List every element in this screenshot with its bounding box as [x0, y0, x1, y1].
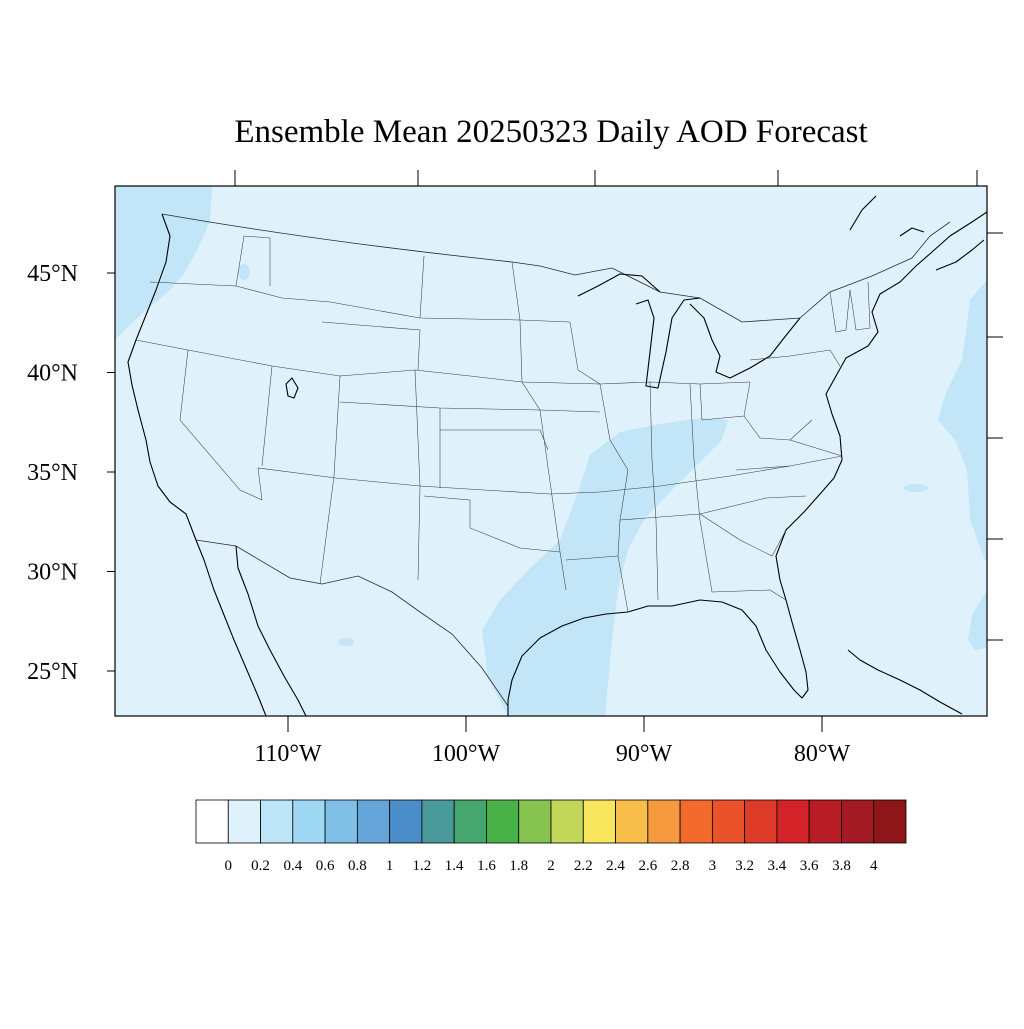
colorbar-label: 1.8	[509, 858, 528, 874]
gulf-coastline	[507, 599, 809, 716]
latitude-labels: 45°N 40°N 35°N 30°N 25°N	[27, 261, 78, 685]
colorbar-swatch	[550, 799, 584, 844]
colorbar-label: 3	[709, 858, 717, 874]
colorbar-label: 2.6	[638, 858, 657, 874]
colorbar-swatch	[873, 799, 907, 844]
colorbar-swatch	[615, 799, 649, 844]
lon-label-110: 110°W	[254, 741, 322, 767]
longitude-labels: 110°W 100°W 90°W 80°W	[254, 741, 850, 767]
colorbar-label: 3.8	[832, 858, 851, 874]
colorbar-swatch	[389, 799, 423, 844]
aod-region-offshore-patch	[904, 484, 928, 492]
lon-label-80: 80°W	[794, 741, 851, 767]
canada-border	[161, 213, 951, 323]
colorbar-label: 2.2	[574, 858, 593, 874]
colorbar-swatch	[808, 799, 842, 844]
lon-label-90: 90°W	[616, 741, 673, 767]
great-lakes-shoreline	[577, 273, 801, 389]
colorbar-label: 3.2	[735, 858, 754, 874]
map-panel: 45°N 40°N 35°N 30°N 25°N 110°W 100°W 90°W 80°W	[27, 170, 1003, 767]
aod-region-mexico-patch	[338, 638, 354, 646]
aod-region-atlantic-south	[968, 590, 987, 650]
colorbar-swatch	[582, 799, 616, 844]
colorbar-label: 1.6	[477, 858, 496, 874]
colorbar: 0 0.2 0.4 0.6 0.8 1 1.2 1.4 1.6 1.8 2 2.2 2.4 2.6 2.8 3…	[195, 799, 907, 874]
baja-gulf-coastline	[235, 545, 307, 716]
atlantic-coastline	[775, 211, 987, 601]
colorbar-swatch	[647, 799, 681, 844]
colorbar-swatch	[260, 799, 294, 844]
colorbar-label: 2	[547, 858, 555, 874]
colorbar-swatch	[227, 799, 261, 844]
lat-label-45: 45°N	[27, 261, 78, 287]
map-frame-border	[114, 185, 988, 717]
colorbar-label: 0.2	[251, 858, 270, 874]
colorbar-swatch	[486, 799, 520, 844]
colorbar-label: 0.4	[283, 858, 302, 874]
colorbar-swatch	[711, 799, 746, 844]
colorbar-label: 1.4	[445, 858, 464, 874]
lat-label-25: 25°N	[27, 659, 78, 685]
colorbar-swatch	[841, 799, 875, 844]
colorbar-label: 2.8	[671, 858, 690, 874]
colorbar-swatch	[356, 799, 391, 844]
colorbar-swatch	[453, 799, 487, 844]
lon-label-100: 100°W	[432, 741, 501, 767]
aod-region-idaho-patch	[238, 264, 250, 280]
lat-label-30: 30°N	[27, 560, 78, 586]
colorbar-label: 0.6	[316, 858, 335, 874]
colorbar-label: 4	[870, 858, 878, 874]
lat-label-40: 40°N	[27, 361, 78, 387]
chart-title: Ensemble Mean 20250323 Daily AOD Forecas…	[234, 114, 867, 150]
map-ticks	[107, 170, 1003, 732]
colorbar-swatch	[195, 799, 229, 844]
colorbar-label: 1	[386, 858, 394, 874]
lat-label-35: 35°N	[27, 460, 78, 486]
caribbean-coastline	[847, 649, 963, 715]
aod-region-pacific-northwest	[115, 186, 212, 340]
colorbar-swatch	[679, 799, 713, 844]
colorbar-swatch	[421, 799, 455, 844]
pacific-coastline	[127, 213, 267, 716]
state-boundaries	[135, 235, 871, 613]
maritime-coastline	[849, 195, 985, 271]
colorbar-swatch	[776, 799, 810, 844]
great-salt-lake	[285, 377, 299, 399]
aod-field-overlays	[115, 186, 987, 716]
colorbar-swatch	[744, 799, 778, 844]
colorbar-label: 3.4	[768, 858, 787, 874]
aod-region-atlantic-east	[938, 280, 987, 560]
colorbar-swatch	[518, 799, 552, 844]
aod-region-mississippi-valley	[482, 418, 728, 716]
mexico-border	[195, 539, 509, 707]
colorbar-label: 0.8	[348, 858, 367, 874]
colorbar-label: 0	[225, 858, 233, 874]
colorbar-label: 3.6	[800, 858, 819, 874]
colorbar-swatch	[324, 799, 358, 844]
colorbar-label: 2.4	[606, 858, 625, 874]
colorbar-swatch	[292, 799, 326, 844]
colorbar-label: 1.2	[413, 858, 432, 874]
